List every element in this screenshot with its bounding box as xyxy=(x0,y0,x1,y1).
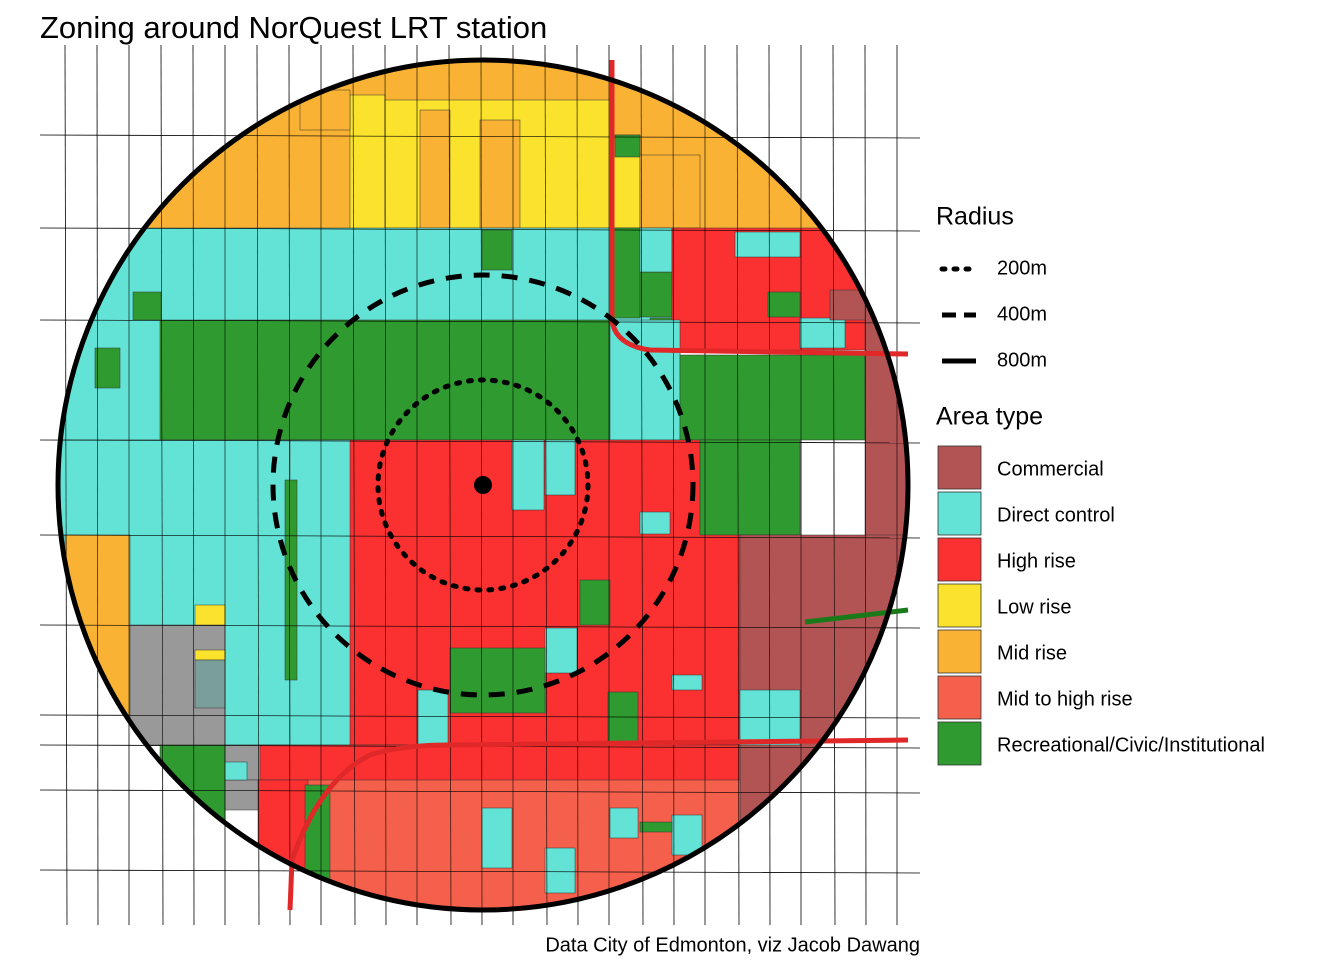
street xyxy=(448,60,452,910)
zone xyxy=(671,674,703,691)
zone xyxy=(481,807,513,869)
zone xyxy=(449,647,546,714)
street xyxy=(672,60,675,910)
legend-swatch xyxy=(937,629,982,674)
street xyxy=(352,60,356,910)
zone xyxy=(194,649,226,661)
legend-label: 800m xyxy=(997,349,1047,371)
legend-swatch xyxy=(937,583,982,628)
zone xyxy=(94,347,121,389)
zone xyxy=(579,579,611,626)
street xyxy=(256,60,260,910)
zone xyxy=(734,231,801,258)
zone xyxy=(639,227,673,273)
street xyxy=(736,60,740,910)
street xyxy=(192,60,195,910)
zone xyxy=(609,807,639,839)
street xyxy=(288,60,291,910)
zone xyxy=(289,439,351,746)
legend-label: Direct control xyxy=(997,504,1115,526)
radius-circles xyxy=(55,57,911,913)
zone xyxy=(639,271,673,318)
street xyxy=(58,714,908,719)
street xyxy=(58,624,908,629)
street xyxy=(58,439,908,444)
zone xyxy=(739,534,908,821)
zone xyxy=(511,439,545,511)
zone xyxy=(611,227,641,319)
legend-swatch xyxy=(937,721,982,766)
zone xyxy=(417,689,449,746)
legend-label: Mid to high rise xyxy=(997,688,1133,710)
zone xyxy=(259,744,741,786)
legend-title: Area type xyxy=(936,403,1043,431)
zone xyxy=(544,847,576,894)
street xyxy=(58,534,908,539)
street xyxy=(384,60,387,910)
zone xyxy=(614,134,641,158)
zone xyxy=(544,439,576,496)
zone xyxy=(479,119,521,229)
street xyxy=(58,227,908,232)
zone xyxy=(194,604,226,626)
legend-label: Recreational/Civic/Institutional xyxy=(997,734,1265,756)
zone xyxy=(194,659,226,709)
legend-swatch xyxy=(937,675,982,720)
zone xyxy=(224,761,248,781)
title: Zoning around NorQuest LRT station xyxy=(40,10,547,45)
legend-swatch xyxy=(937,491,982,536)
zone xyxy=(419,109,451,229)
legend-label: Mid rise xyxy=(997,642,1067,664)
zone xyxy=(224,779,261,811)
street xyxy=(576,60,579,910)
zone xyxy=(639,511,671,535)
zone xyxy=(767,291,801,318)
legend-swatch xyxy=(937,537,982,582)
street xyxy=(768,60,771,910)
legend-title: Radius xyxy=(936,203,1014,231)
zone xyxy=(481,229,513,271)
zone xyxy=(639,154,701,229)
legend: 200m 400m 800m Commercial Direct control High… xyxy=(937,257,1265,766)
zone xyxy=(132,291,162,321)
zone xyxy=(679,354,866,441)
legend-swatch xyxy=(937,445,982,490)
zone xyxy=(544,627,578,674)
street xyxy=(58,319,908,324)
zone xyxy=(699,439,801,536)
legend-label: Low rise xyxy=(997,596,1071,618)
legend-label: High rise xyxy=(997,550,1076,572)
legend-label: 400m xyxy=(997,303,1047,325)
zone xyxy=(159,319,611,441)
legend-label: 200m xyxy=(997,257,1047,279)
zone xyxy=(671,814,703,856)
zone xyxy=(639,821,673,833)
legend-label: Commercial xyxy=(997,458,1104,480)
caption: Data City of Edmonton, viz Jacob Dawang xyxy=(545,934,920,956)
street xyxy=(640,60,644,910)
street xyxy=(544,60,548,910)
